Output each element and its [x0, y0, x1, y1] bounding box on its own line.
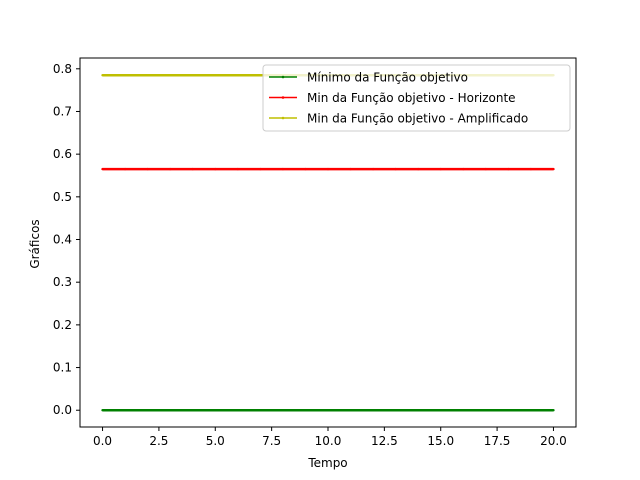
series-1-point: [462, 409, 465, 412]
series-2-point: [191, 167, 194, 171]
y-tick-label: 0.6: [53, 147, 72, 161]
series-2-point: [439, 167, 442, 171]
series-1-point: [146, 409, 149, 412]
series-3-point: [191, 73, 194, 77]
series-2-point: [462, 167, 465, 171]
series-2-point: [552, 167, 555, 171]
series-2-point: [349, 167, 352, 171]
legend: Mínimo da Função objetivo Min da Função o…: [262, 64, 571, 132]
series-2-point: [259, 167, 262, 171]
series-1-point: [191, 409, 194, 412]
series-2-point: [168, 167, 172, 171]
y-tick-label: 0.8: [53, 62, 72, 76]
series-3-point: [101, 73, 104, 77]
series-1-point: [439, 409, 442, 412]
y-tick-label: 0.7: [53, 104, 72, 118]
series-1-point: [371, 409, 375, 412]
y-tick-label: 0.5: [53, 190, 72, 204]
series-1-point: [214, 409, 217, 412]
x-tick-label: 15.0: [427, 434, 454, 448]
series-1-point: [123, 409, 127, 412]
legend-marker-2: [281, 96, 285, 99]
series-2-point: [236, 167, 240, 171]
series-1-point: [304, 409, 307, 412]
legend-marker-1: [281, 75, 285, 79]
x-tick-label: 7.5: [262, 434, 281, 448]
y-tick-label: 0.4: [53, 233, 72, 247]
series-1-point: [416, 409, 420, 412]
series-3-point: [236, 73, 240, 77]
series-1-point: [552, 409, 555, 412]
series-1-point: [259, 409, 262, 412]
series-3-point: [168, 73, 172, 77]
x-tick-label: 12.5: [371, 434, 398, 448]
series-1-point: [349, 409, 352, 412]
series-2-point: [507, 167, 510, 171]
y-tick-label: 0.3: [53, 275, 72, 289]
series-2-point: [484, 167, 488, 171]
series-2-point: [101, 167, 104, 171]
series-2-point: [529, 167, 533, 171]
series-3-point: [123, 73, 127, 77]
series-1-point: [507, 409, 510, 412]
series-2-point: [281, 167, 285, 171]
legend-box: [262, 64, 571, 132]
y-tick-label: 0.0: [53, 403, 72, 417]
series-1-point: [394, 409, 397, 412]
legend-marker-3: [281, 116, 285, 120]
series-1-point: [236, 409, 240, 412]
legend-label-3: Min da Função objetivo - Amplificado: [307, 112, 528, 126]
series-2-point: [304, 167, 307, 171]
x-tick-label: 0.0: [93, 434, 112, 448]
x-tick-label: 2.5: [149, 434, 168, 448]
x-tick-label: 5.0: [206, 434, 225, 448]
y-tick-label: 0.2: [53, 318, 72, 332]
x-tick-label: 17.5: [484, 434, 511, 448]
series-2-point: [416, 167, 420, 171]
series-3-point: [146, 73, 149, 77]
legend-label-2: Min da Função objetivo - Horizonte: [307, 91, 516, 105]
x-axis-label: Tempo: [307, 456, 347, 470]
series-2-point: [146, 167, 149, 171]
series-1-point: [529, 409, 533, 412]
series-1-point: [168, 409, 172, 412]
series-2-point: [123, 167, 127, 171]
y-tick-label: 0.1: [53, 361, 72, 375]
x-tick-label: 10.0: [315, 434, 342, 448]
series-2-point: [214, 167, 217, 171]
x-tick-label: 20.0: [540, 434, 567, 448]
series-2-point: [326, 167, 330, 171]
y-axis-label: Gráficos: [28, 219, 42, 268]
series-3-point: [259, 73, 262, 77]
series-2-point: [394, 167, 397, 171]
legend-label-1: Mínimo da Função objetivo: [307, 71, 468, 85]
series-1-point: [281, 409, 285, 412]
axes: 0.0 2.5 5.0 7.5 10.0 12.5 15.0 17.5 20.0 0.0 0.1 0.…: [53, 57, 577, 448]
series-1-point: [101, 409, 104, 412]
series-1-point: [484, 409, 488, 412]
series-1-point: [326, 409, 330, 412]
series-3-point: [214, 73, 217, 77]
series-2-point: [371, 167, 375, 171]
